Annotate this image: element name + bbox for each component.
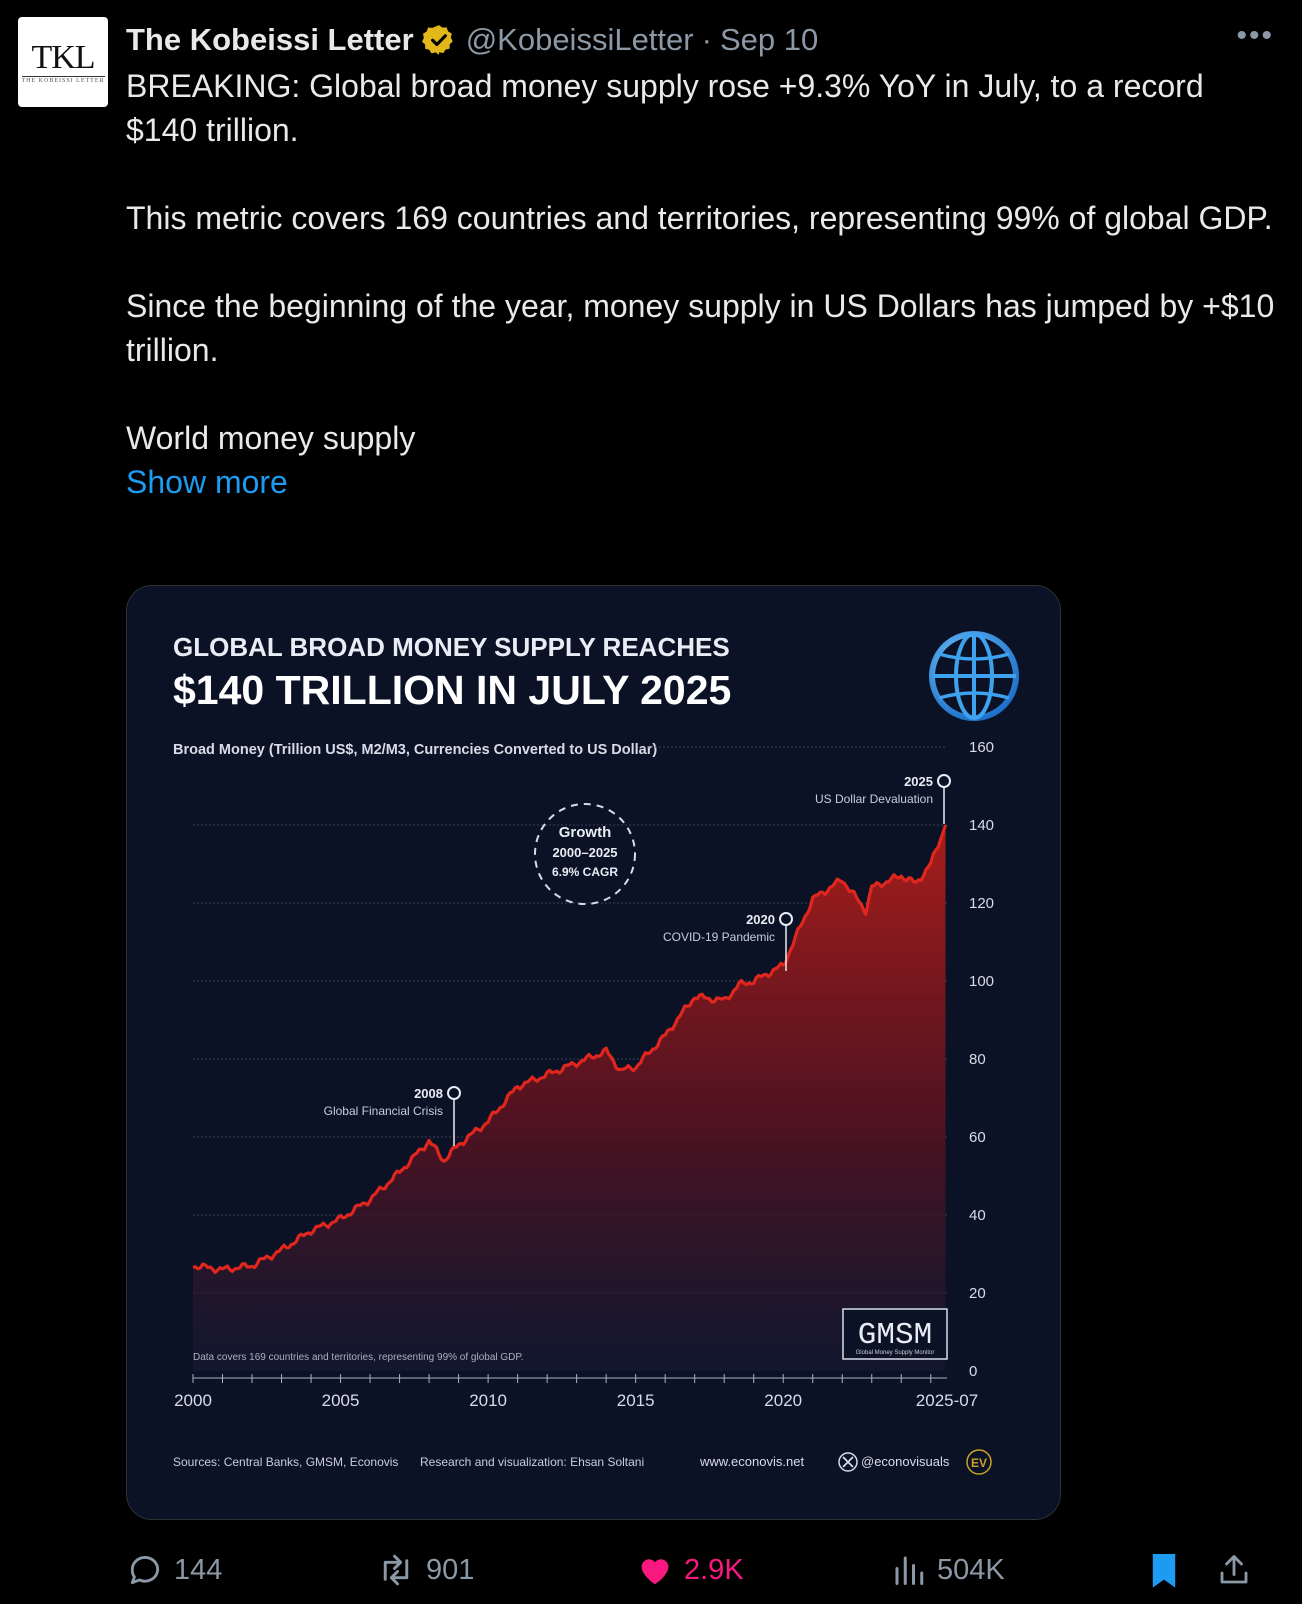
x-tick-label: 2020 (764, 1391, 802, 1410)
chart-annotations: 2008 Global Financial Crisis 2020 COVID-… (324, 774, 951, 1146)
x-logo-icon (838, 1452, 858, 1472)
reply-icon (130, 1556, 160, 1585)
like-count: 2.9K (684, 1553, 744, 1586)
infographic-title-line1: GLOBAL BROAD MONEY SUPPLY REACHES (173, 632, 730, 662)
x-axis: 2000 2005 2010 2015 2020 2025-07 (174, 1374, 978, 1410)
annotation-2025: 2025 US Dollar Devaluation (815, 774, 951, 824)
y-tick-label: 100 (969, 973, 994, 990)
ev-logo: EV (966, 1449, 992, 1475)
chart-area (192, 824, 948, 1371)
user-handle[interactable]: @KobeissiLetter (465, 22, 694, 57)
tweet-text: BREAKING: Global broad money supply rose… (126, 64, 1276, 504)
coverage-note: Data covers 169 countries and territorie… (193, 1352, 524, 1363)
tweet-paragraph: BREAKING: Global broad money supply rose… (126, 68, 1204, 148)
y-tick-label: 160 (969, 739, 994, 756)
growth-cagr: 6.9% CAGR (552, 865, 618, 879)
y-tick-label: 80 (969, 1051, 986, 1068)
growth-period: 2000–2025 (552, 845, 617, 860)
share-button[interactable] (1216, 1545, 1262, 1595)
share-icon (1220, 1555, 1248, 1584)
tweet-paragraph: This metric covers 169 countries and ter… (126, 200, 1273, 236)
gmsm-logo-subtext: Global Money Supply Monitor (856, 1350, 935, 1356)
more-horizontal-icon[interactable]: ••• (1236, 19, 1274, 52)
x-tick-label: 2000 (174, 1391, 212, 1410)
annotation-2020-text: COVID-19 Pandemic (663, 930, 775, 944)
y-tick-label: 0 (969, 1363, 977, 1380)
annotation-2025-text: US Dollar Devaluation (815, 792, 933, 806)
bookmark-icon (1152, 1554, 1176, 1588)
gmsm-logo-text: GMSM (858, 1318, 932, 1353)
annotation-2020-year: 2020 (746, 912, 775, 927)
view-count: 504K (937, 1553, 1005, 1586)
tweet-paragraph: Since the beginning of the year, money s… (126, 288, 1275, 368)
x-tick-label: 2010 (469, 1391, 507, 1410)
annotation-2008-year: 2008 (414, 1086, 443, 1101)
display-name[interactable]: The Kobeissi Letter (126, 22, 414, 57)
annotation-2020: 2020 COVID-19 Pandemic (663, 912, 793, 971)
y-tick-label: 20 (969, 1285, 986, 1302)
tweet-header: The Kobeissi Letter @KobeissiLetter · Se… (126, 18, 1262, 62)
chart-subtitle: Broad Money (Trillion US$, M2/M3, Curren… (173, 742, 657, 758)
y-axis-labels: 0 20 40 60 80 100 120 140 160 (969, 739, 994, 1380)
show-more-link[interactable]: Show more (126, 464, 288, 500)
x-tick-label: 2025-07 (916, 1391, 978, 1410)
growth-label: Growth (559, 824, 612, 841)
sources-text: Sources: Central Banks, GMSM, Econovis (173, 1455, 398, 1469)
repost-button[interactable]: 901 (376, 1545, 474, 1595)
x-tick-label: 2005 (322, 1391, 360, 1410)
area-fill (193, 825, 946, 1371)
y-tick-label: 120 (969, 895, 994, 912)
views-chart-icon (895, 1556, 924, 1585)
avatar[interactable]: TKL THE KOBEISSI LETTER (18, 17, 108, 107)
reply-count: 144 (174, 1553, 223, 1586)
x-tick-label: 2015 (617, 1391, 655, 1410)
series-line (192, 824, 948, 1275)
ev-logo-text: EV (971, 1456, 987, 1470)
repost-count: 901 (426, 1553, 475, 1586)
tweet-date[interactable]: Sep 10 (719, 22, 819, 57)
avatar-logo-subtext: THE KOBEISSI LETTER (21, 75, 105, 84)
reply-button[interactable]: 144 (126, 1545, 222, 1595)
website-text: www.econovis.net (699, 1454, 804, 1469)
separator-dot: · (701, 22, 712, 57)
growth-cagr-badge: Growth 2000–2025 6.9% CAGR (534, 803, 636, 905)
like-button[interactable]: 2.9K (636, 1545, 744, 1595)
annotation-2008-text: Global Financial Crisis (324, 1104, 443, 1118)
y-tick-label: 40 (969, 1207, 986, 1224)
avatar-logo-text: TKL (31, 38, 95, 76)
twitter-handle: @econovisuals (861, 1454, 950, 1469)
y-tick-label: 60 (969, 1129, 986, 1146)
infographic-title-line2: $140 TRILLION IN JULY 2025 (173, 667, 731, 713)
research-credit: Research and visualization: Ehsan Soltan… (420, 1455, 644, 1469)
tweet-action-bar: 144 901 2.9K 504K (126, 1545, 1276, 1595)
tweet-paragraph: World money supply (126, 420, 416, 456)
y-tick-label: 140 (969, 817, 994, 834)
annotation-2025-year: 2025 (904, 774, 933, 789)
bookmark-button[interactable] (1148, 1545, 1190, 1595)
tweet-media-image[interactable]: GLOBAL BROAD MONEY SUPPLY REACHES $140 T… (126, 585, 1061, 1520)
gmsm-logo: GMSM Global Money Supply Monitor (842, 1308, 948, 1360)
views-button[interactable]: 504K (891, 1545, 1005, 1595)
money-supply-chart: GLOBAL BROAD MONEY SUPPLY REACHES $140 T… (127, 586, 1060, 1519)
annotation-2008: 2008 Global Financial Crisis (324, 1086, 461, 1146)
heart-icon (641, 1559, 669, 1585)
globe-icon (929, 631, 1019, 721)
repost-icon (383, 1554, 409, 1586)
verified-badge-icon (421, 25, 453, 55)
